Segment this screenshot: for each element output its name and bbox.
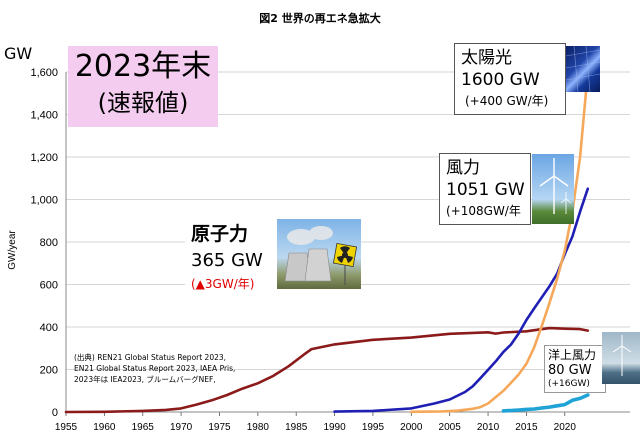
nuclear-value: 365 GW <box>191 250 263 271</box>
solar-name: 太陽光 <box>461 48 512 68</box>
series-lines <box>64 70 590 414</box>
x-tick-1965: 1965 <box>132 422 155 433</box>
period-box-year: 2023年末 <box>74 49 212 84</box>
y-tick-1200: 1,200 <box>30 152 58 164</box>
source-line-1: (出典) REN21 Global Status Report 2023, <box>74 353 227 362</box>
offshore-callout <box>544 345 606 393</box>
x-tick-2005: 2005 <box>439 422 462 433</box>
y-axis-label: GW/year <box>7 230 18 270</box>
offshore-growth: (+16GW) <box>548 379 590 389</box>
y-tick-800: 800 <box>40 237 58 249</box>
nuclear-name: 原子力 <box>191 223 249 245</box>
offshore-name: 洋上風力 <box>548 348 597 362</box>
x-tick-1960: 1960 <box>93 422 116 433</box>
x-tick-1985: 1985 <box>285 422 308 433</box>
offshore-turbine-photo <box>602 332 640 384</box>
period-box-note: (速報値) <box>97 89 189 117</box>
wind-name: 風力 <box>446 158 480 178</box>
offshore-value: 80 GW <box>548 363 592 378</box>
x-tick-1970: 1970 <box>170 422 193 433</box>
period-box <box>68 46 218 127</box>
wind-growth: (+108GW/年 <box>446 204 521 218</box>
solar-callout <box>454 43 566 115</box>
y-tick-600: 600 <box>40 280 58 292</box>
wind-value: 1051 GW <box>446 180 525 200</box>
solar-growth: (+400 GW/年) <box>465 94 549 108</box>
x-tick-1995: 1995 <box>362 422 385 433</box>
x-tick-2020: 2020 <box>554 422 577 433</box>
wind-callout <box>439 153 531 225</box>
y-tick-1600: 1,600 <box>30 67 58 79</box>
solar-value: 1600 GW <box>461 70 540 90</box>
nuclear-growth: (▲3GW/年) <box>191 277 255 291</box>
solar-panel-photo <box>566 46 600 92</box>
y-tick-1400: 1,400 <box>30 110 58 122</box>
series-line-solar <box>410 70 590 414</box>
x-tick-1975: 1975 <box>208 422 231 433</box>
wind-turbine-photo <box>532 154 574 224</box>
figure-title: 図2 世界の再エネ急拡大 <box>259 12 381 25</box>
x-tick-1990: 1990 <box>323 422 346 433</box>
source-line-3: 2023年は IEA2023, ブルームバーグNEF, <box>74 375 216 384</box>
x-tick-1980: 1980 <box>247 422 270 433</box>
x-tick-2010: 2010 <box>477 422 500 433</box>
y-tick-0: 0 <box>52 407 58 419</box>
radiation-sign-icon <box>332 242 358 285</box>
source-line-2: EN21 Global Status Report 2023, IAEA Pri… <box>74 364 236 373</box>
x-tick-labels: 1955 1960 1965 1970 1975 1980 1985 1990 1995 2000… <box>55 422 576 433</box>
nuclear-plant-photo <box>277 219 361 289</box>
x-tick-1955: 1955 <box>55 422 78 433</box>
source-note: (出典) REN21 Global Status Report 2023, EN… <box>74 352 235 385</box>
unit-label: GW <box>4 44 33 63</box>
y-tick-400: 400 <box>40 322 58 334</box>
y-tick-labels: 0 200 400 600 800 1,000 1,200 1,400 1,600 <box>30 67 58 419</box>
y-tick-1000: 1,000 <box>30 195 58 207</box>
nuclear-callout <box>185 219 277 297</box>
x-tick-2015: 2015 <box>515 422 538 433</box>
x-tick-2000: 2000 <box>400 422 423 433</box>
y-tick-200: 200 <box>40 365 58 377</box>
series-line-offshore <box>501 393 590 413</box>
